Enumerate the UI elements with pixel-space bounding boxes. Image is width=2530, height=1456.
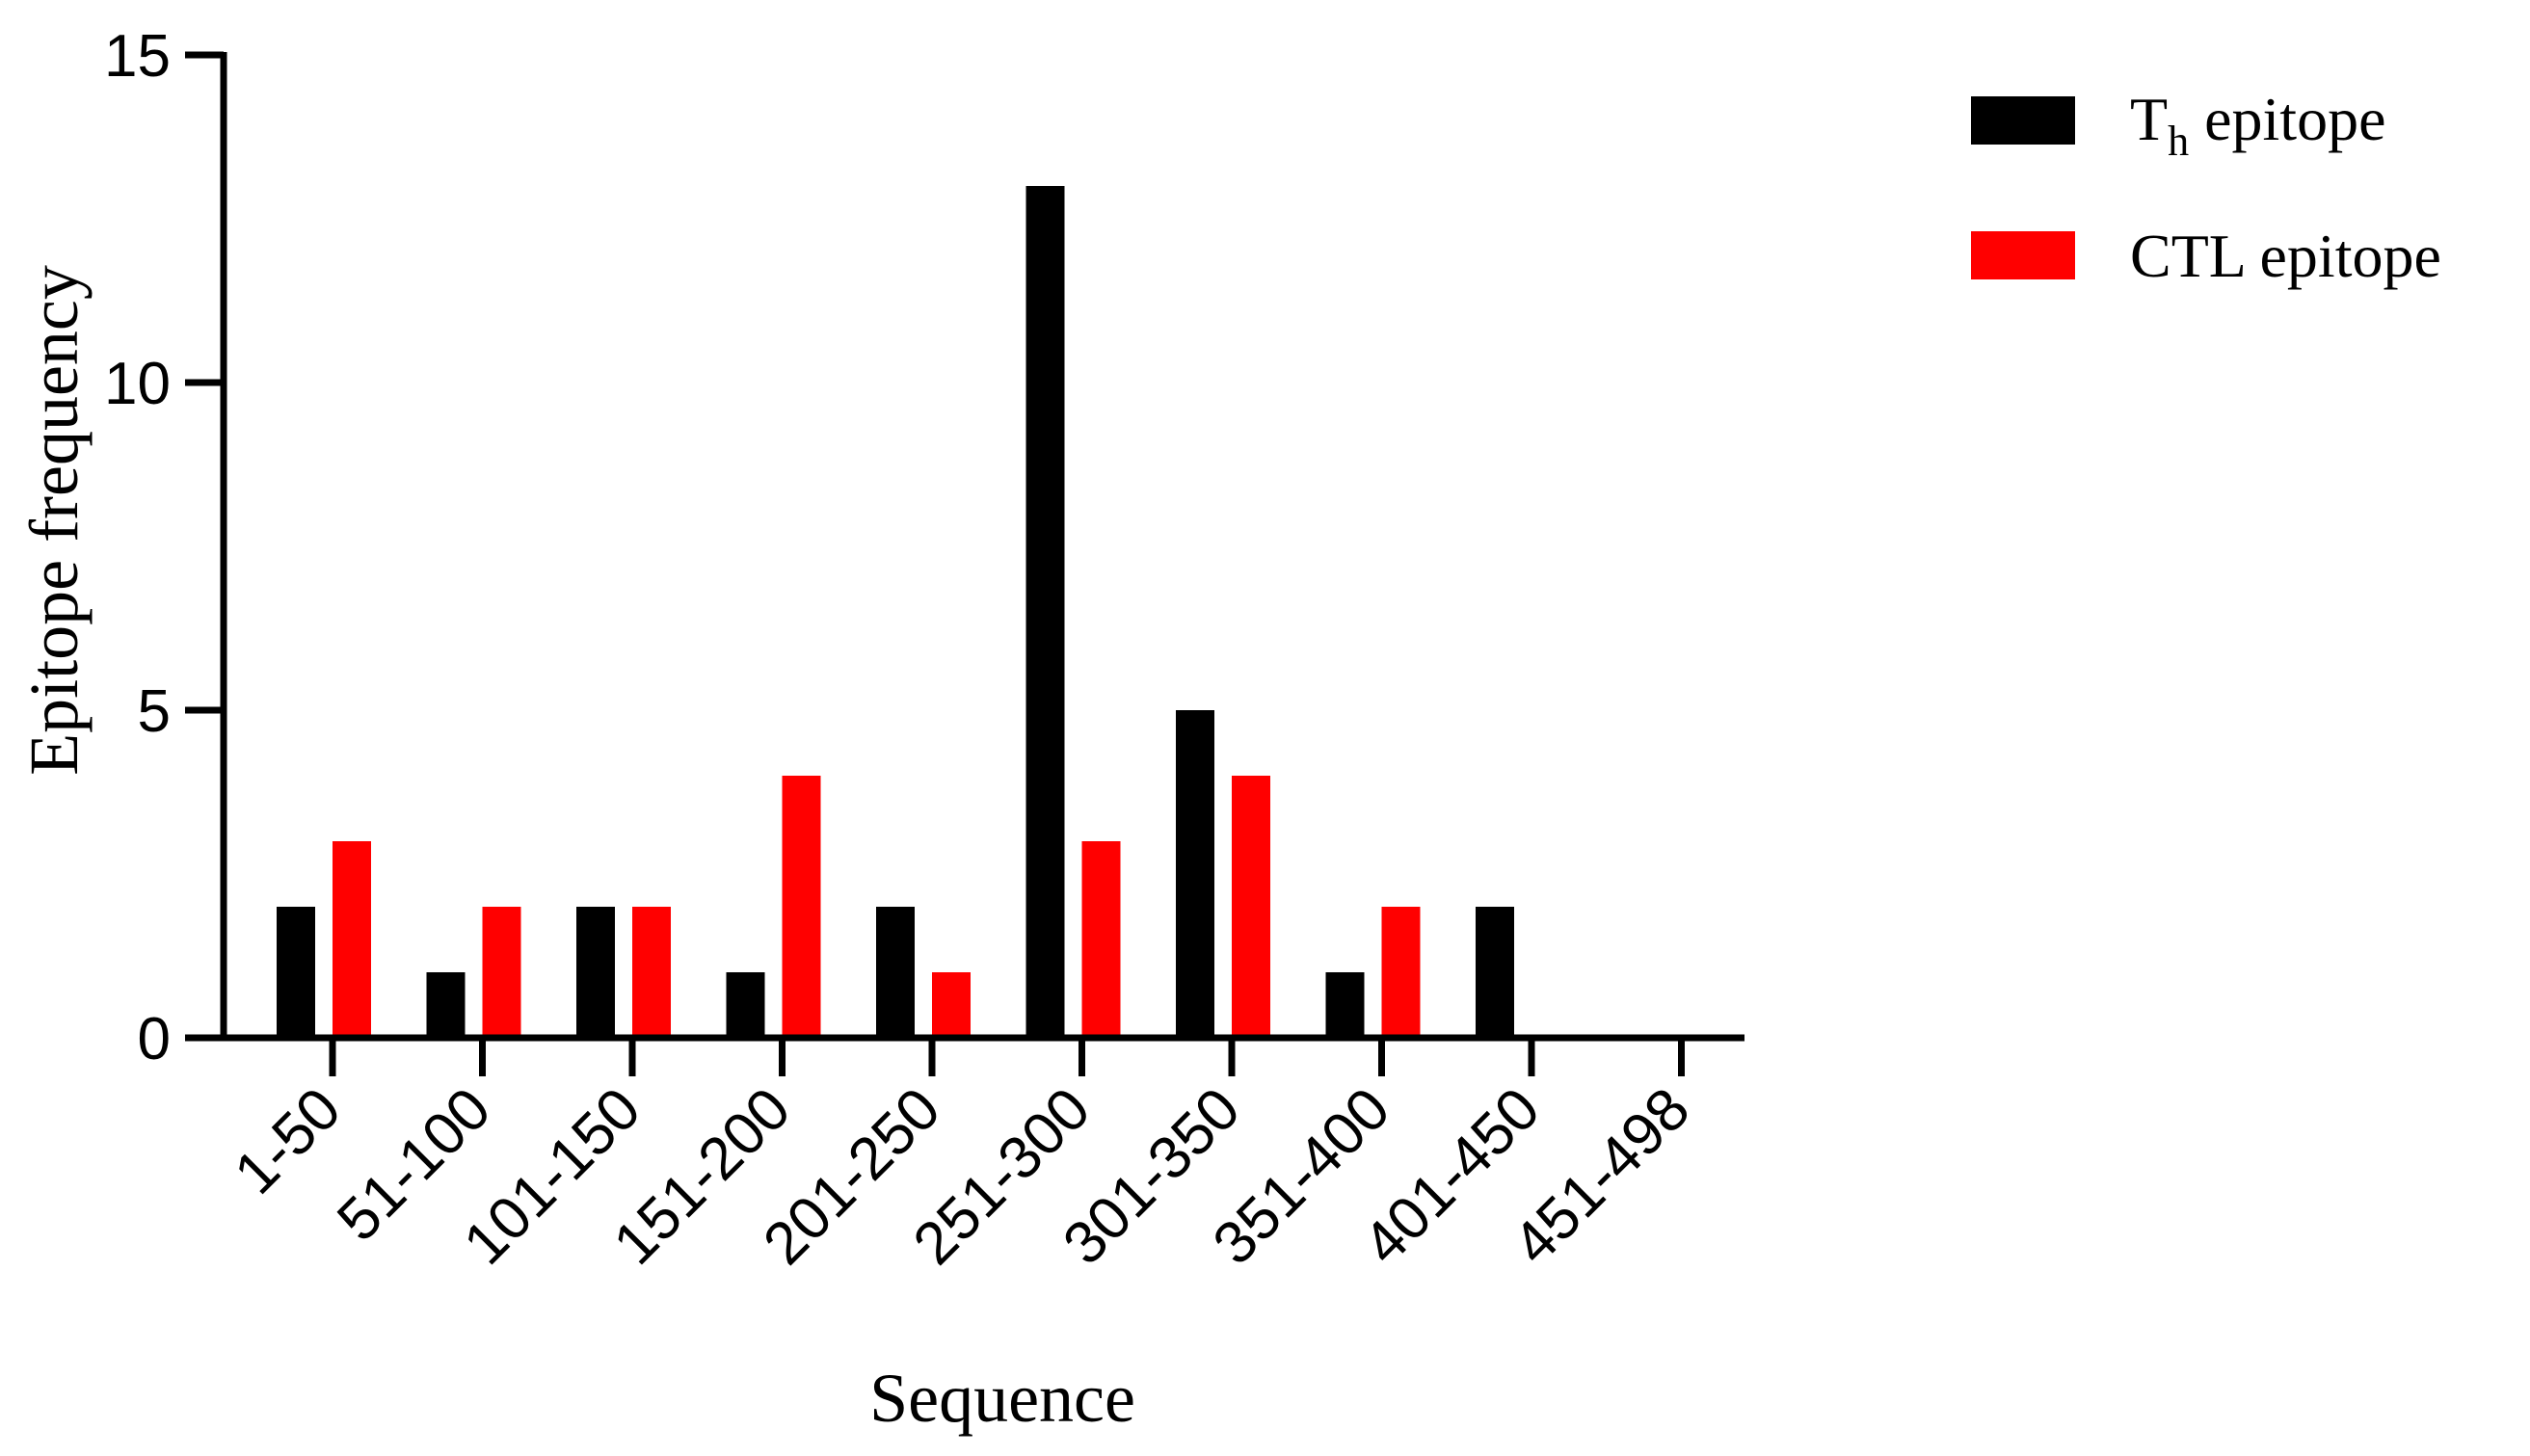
bar-ctl-201-250 (932, 972, 971, 1038)
bar-ctl-251-300 (1081, 841, 1121, 1038)
bar-ctl-151-200 (782, 776, 821, 1038)
bar-th-1-50 (277, 907, 315, 1038)
bar-th-301-350 (1176, 710, 1214, 1038)
bar-ctl-351-400 (1381, 907, 1421, 1038)
bar-th-401-450 (1476, 907, 1514, 1038)
x-tick-label: 1-50 (222, 1075, 354, 1207)
bar-th-351-400 (1325, 972, 1365, 1038)
bar-ctl-1-50 (333, 841, 371, 1038)
legend-label-th: Th epitope (2130, 85, 2385, 165)
axes-group (185, 51, 1744, 1076)
x-axis-title: Sequence (869, 1360, 1135, 1437)
bar-th-51-100 (426, 972, 466, 1038)
x-tick-labels: 1-5051-100101-150151-200201-250251-30030… (222, 1075, 1702, 1278)
bar-ctl-101-150 (632, 907, 671, 1038)
legend-swatch-ctl (1971, 231, 2075, 279)
bar-th-151-200 (726, 972, 765, 1038)
legend-swatch-th (1971, 96, 2075, 145)
legend: Th epitope CTL epitope (1971, 85, 2441, 290)
y-axis-title: Epitope frequency (15, 265, 93, 776)
bars-group (277, 186, 1514, 1038)
y-tick-label: 10 (104, 351, 171, 417)
y-tick-label: 5 (138, 678, 171, 745)
y-tick-labels: 0 5 10 15 (104, 23, 171, 1072)
bar-th-251-300 (1025, 186, 1065, 1038)
bar-ctl-51-100 (482, 907, 521, 1038)
bar-th-101-150 (576, 907, 615, 1038)
y-tick-label: 15 (104, 23, 171, 90)
bar-th-201-250 (876, 907, 915, 1038)
legend-label-ctl: CTL epitope (2130, 222, 2441, 290)
y-tick-label: 0 (138, 1006, 171, 1072)
bar-ctl-301-350 (1232, 776, 1270, 1038)
